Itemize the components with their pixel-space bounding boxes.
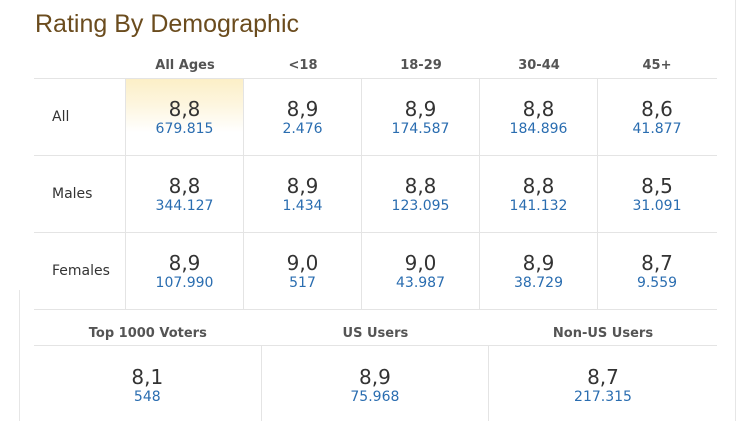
right-border xyxy=(735,0,736,421)
rating-cell: 8,1 548 xyxy=(34,346,262,421)
rating-cell: 8,7 217.315 xyxy=(489,346,717,421)
rating-cell: 8,7 9.559 xyxy=(598,233,716,309)
rating-cell: 8,9 2.476 xyxy=(244,79,362,155)
rating-value: 8,7 xyxy=(641,251,673,275)
rating-value: 8,8 xyxy=(168,174,201,198)
rating-cell: 8,9 174.587 xyxy=(362,79,480,155)
row-label: All xyxy=(34,79,126,155)
column-header-us-users: US Users xyxy=(342,326,409,341)
row-label: Females xyxy=(34,233,126,309)
rating-value: 9,0 xyxy=(404,251,437,275)
rating-value: 8,9 xyxy=(522,251,555,275)
rating-value: 8,9 xyxy=(286,174,319,198)
voter-group-row: 8,1 548 8,9 75.968 8,7 217.315 xyxy=(34,346,717,421)
column-header-45-plus: 45+ xyxy=(642,57,672,73)
rating-value: 8,1 xyxy=(131,365,164,389)
demographic-table: All Ages <18 18-29 30-44 45+ All 8,8 679… xyxy=(34,52,717,310)
votes-link[interactable]: 107.990 xyxy=(155,275,214,291)
rating-value: 9,0 xyxy=(286,251,319,275)
rating-cell: 8,8 344.127 xyxy=(126,156,244,232)
rating-cell: 8,6 41.877 xyxy=(598,79,716,155)
votes-link[interactable]: 184.896 xyxy=(509,121,568,137)
votes-link[interactable]: 75.968 xyxy=(350,389,400,405)
page-title: Rating By Demographic xyxy=(35,10,300,38)
rating-value: 8,9 xyxy=(404,97,437,121)
rating-value: 8,9 xyxy=(286,97,319,121)
rating-value: 8,8 xyxy=(522,174,555,198)
rating-value: 8,9 xyxy=(168,251,201,275)
rating-value: 8,5 xyxy=(641,174,673,198)
table-row-all: All 8,8 679.815 8,9 2.476 8,9 174.587 8,… xyxy=(34,79,717,156)
votes-link[interactable]: 344.127 xyxy=(155,198,214,214)
votes-link[interactable]: 679.815 xyxy=(155,121,214,137)
rating-value: 8,8 xyxy=(168,97,201,121)
rating-cell: 8,8 141.132 xyxy=(480,156,598,232)
rating-cell: 9,0 517 xyxy=(244,233,362,309)
rating-cell: 8,9 1.434 xyxy=(244,156,362,232)
votes-link[interactable]: 9.559 xyxy=(636,275,678,291)
column-header-all-ages: All Ages xyxy=(155,57,215,73)
votes-link[interactable]: 1.434 xyxy=(282,198,323,214)
rating-value: 8,9 xyxy=(358,365,391,389)
table-row-males: Males 8,8 344.127 8,9 1.434 8,8 123.095 … xyxy=(34,156,717,233)
rating-cell: 8,8 184.896 xyxy=(480,79,598,155)
votes-link[interactable]: 123.095 xyxy=(391,198,450,214)
voter-group-header-row: Top 1000 Voters US Users Non-US Users xyxy=(34,322,717,346)
votes-link[interactable]: 38.729 xyxy=(514,275,563,291)
votes-link[interactable]: 43.987 xyxy=(396,275,445,291)
rating-cell: 8,9 75.968 xyxy=(262,346,490,421)
rating-value: 8,6 xyxy=(641,97,673,121)
votes-link[interactable]: 517 xyxy=(289,275,316,291)
table-header-row: All Ages <18 18-29 30-44 45+ xyxy=(34,52,717,79)
votes-link[interactable]: 41.877 xyxy=(632,121,682,137)
column-header-top-1000-voters: Top 1000 Voters xyxy=(88,326,207,341)
votes-link[interactable]: 174.587 xyxy=(391,121,450,137)
rating-cell: 8,8 123.095 xyxy=(362,156,480,232)
rating-cell: 8,5 31.091 xyxy=(598,156,716,232)
column-header-non-us-users: Non-US Users xyxy=(552,326,654,341)
votes-link[interactable]: 141.132 xyxy=(509,198,568,214)
table-row-females: Females 8,9 107.990 9,0 517 9,0 43.987 8… xyxy=(34,233,717,310)
votes-link[interactable]: 548 xyxy=(133,389,161,405)
voter-group-table: Top 1000 Voters US Users Non-US Users 8,… xyxy=(34,322,717,421)
column-header-under-18: <18 xyxy=(288,57,318,73)
rating-cell: 8,8 679.815 xyxy=(126,79,244,155)
rating-value: 8,8 xyxy=(522,97,555,121)
rating-value: 8,8 xyxy=(404,174,437,198)
votes-link[interactable]: 2.476 xyxy=(282,121,323,137)
row-label: Males xyxy=(34,156,126,232)
votes-link[interactable]: 31.091 xyxy=(632,198,682,214)
rating-cell: 8,9 107.990 xyxy=(126,233,244,309)
left-border xyxy=(19,290,20,421)
rating-value: 8,7 xyxy=(587,365,619,389)
column-header-18-29: 18-29 xyxy=(400,57,442,73)
votes-link[interactable]: 217.315 xyxy=(574,389,632,405)
rating-cell: 9,0 43.987 xyxy=(362,233,480,309)
column-header-30-44: 30-44 xyxy=(518,57,560,73)
rating-cell: 8,9 38.729 xyxy=(480,233,598,309)
